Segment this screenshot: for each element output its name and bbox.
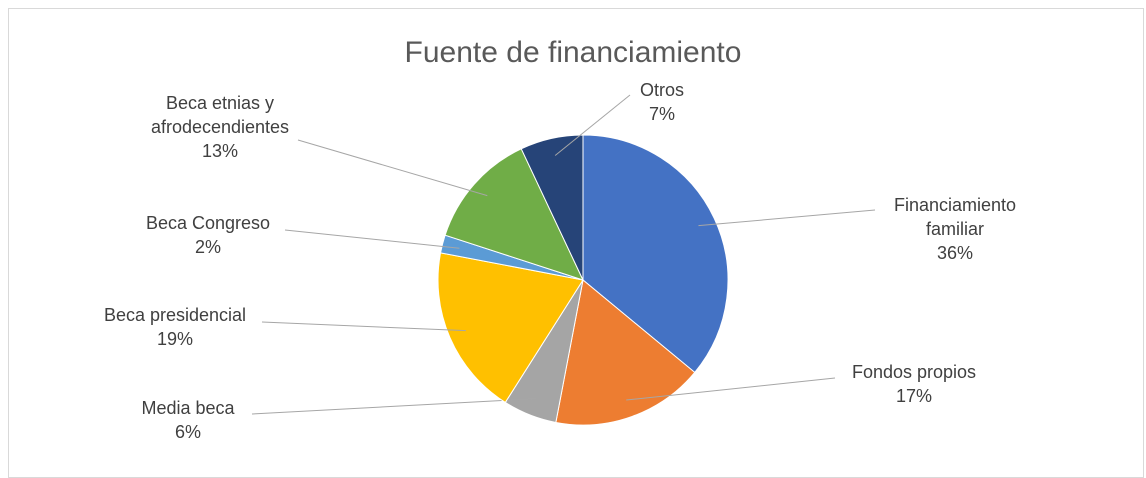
value-label: 2% bbox=[194, 237, 221, 257]
data-label: Financiamiento familiar 36% bbox=[870, 193, 1040, 265]
pie-slice bbox=[444, 148, 584, 281]
leader-line bbox=[261, 321, 466, 332]
category-label: Fondos propios bbox=[851, 362, 977, 382]
pie-slice bbox=[582, 134, 729, 374]
category-label: Beca etnias y afrodecendientes bbox=[150, 93, 290, 137]
data-label: Otros 7% bbox=[612, 78, 712, 126]
data-label: Beca Congreso 2% bbox=[123, 211, 293, 259]
category-label: Beca presidencial bbox=[103, 305, 247, 325]
leader-line bbox=[698, 209, 876, 227]
pie-slice bbox=[520, 134, 584, 281]
value-label: 17% bbox=[895, 386, 933, 406]
chart-title: Fuente de financiamiento bbox=[404, 36, 742, 69]
data-label: Fondos propios 17% bbox=[829, 360, 999, 408]
leader-line bbox=[251, 398, 537, 415]
leader-line bbox=[554, 94, 631, 156]
value-label: 13% bbox=[201, 141, 239, 161]
value-label: 19% bbox=[156, 329, 194, 349]
category-label: Otros bbox=[639, 80, 684, 100]
data-label: Media beca 6% bbox=[113, 396, 263, 444]
leader-line bbox=[284, 229, 460, 249]
category-label: Media beca bbox=[141, 398, 235, 418]
pie-slice bbox=[555, 279, 696, 426]
value-label: 36% bbox=[936, 243, 974, 263]
value-label: 6% bbox=[174, 422, 201, 442]
leader-line bbox=[297, 139, 488, 197]
data-label: Beca etnias y afrodecendientes 13% bbox=[135, 91, 305, 163]
leader-line bbox=[626, 377, 836, 401]
data-label: Beca presidencial 19% bbox=[80, 303, 270, 351]
value-label: 7% bbox=[648, 104, 675, 124]
category-label: Beca Congreso bbox=[145, 213, 271, 233]
category-label: Financiamiento familiar bbox=[893, 195, 1017, 239]
pie-slice bbox=[437, 252, 584, 404]
